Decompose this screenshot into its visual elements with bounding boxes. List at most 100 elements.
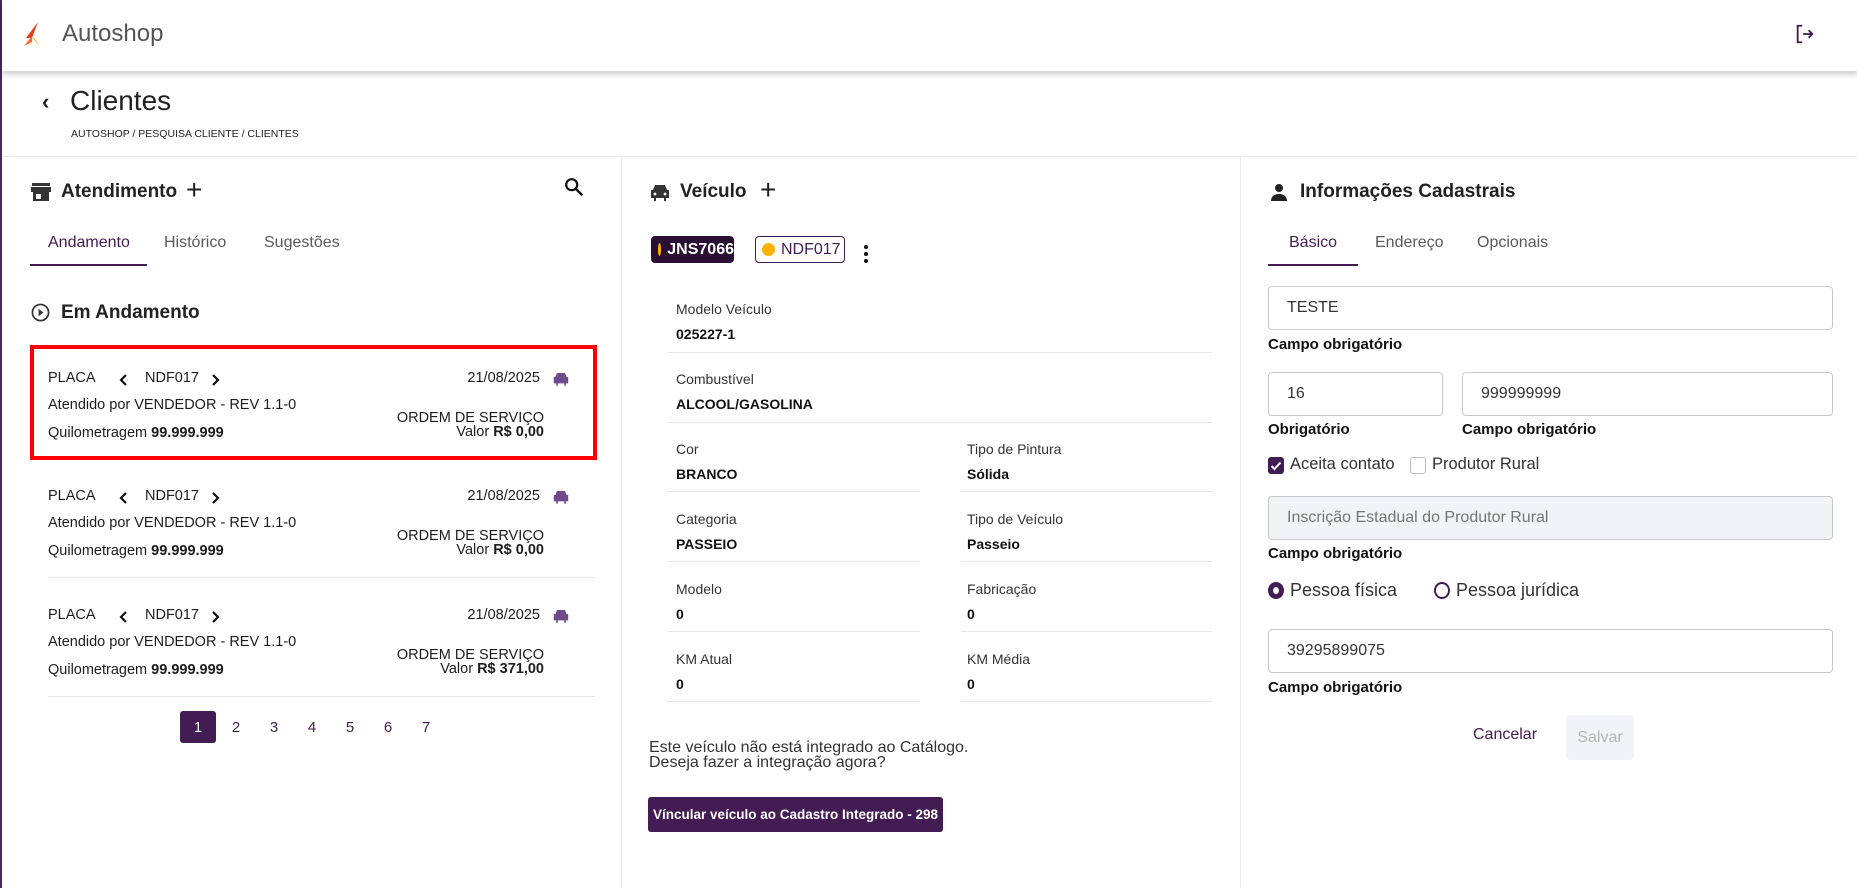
placa-value: NDF017: [145, 488, 199, 504]
km-label: Quilometragem: [48, 425, 148, 441]
km-atual-label: KM Atual: [676, 651, 733, 667]
combustivel-label: Combustível: [676, 371, 754, 387]
attended-by: Atendido por VENDEDOR - REV 1.1-0: [48, 397, 297, 413]
highlight-box: [30, 345, 597, 460]
inscricao-estadual-input[interactable]: [1268, 496, 1833, 540]
page-1[interactable]: 1: [180, 711, 216, 743]
tipo-veiculo-value: Passeio: [967, 536, 1020, 552]
km-atual-value: 0: [676, 676, 684, 692]
combustivel-value: ALCOOL/GASOLINA: [676, 396, 813, 412]
status-dot-icon: [762, 243, 775, 256]
logout-icon[interactable]: [1794, 23, 1816, 45]
valor-value: R$ 0,00: [493, 424, 544, 440]
tab-andamento[interactable]: Andamento: [48, 234, 130, 251]
breadcrumb: AUTOSHOP / PESQUISA CLIENTE / CLIENTES: [71, 128, 299, 140]
card-date: 21/08/2025: [467, 370, 540, 386]
page-3[interactable]: 3: [269, 718, 279, 736]
placa-value: NDF017: [145, 370, 199, 386]
tab-historico[interactable]: Histórico: [164, 234, 227, 251]
modelo-label: Modelo: [676, 581, 722, 597]
car-icon: [553, 610, 569, 623]
os-label: ORDEM DE SERVIÇO: [396, 410, 544, 426]
pessoa-fisica-label: Pessoa física: [1290, 580, 1398, 600]
cor-value: BRANCO: [676, 466, 738, 482]
placa-label: PLACA: [48, 370, 96, 386]
name-hint: Campo obrigatório: [1268, 336, 1403, 353]
ddd-input[interactable]: 16: [1268, 372, 1443, 416]
tipo-pintura-label: Tipo de Pintura: [967, 441, 1062, 457]
phone-input[interactable]: 999999999: [1462, 372, 1833, 416]
tab-sugestoes[interactable]: Sugestões: [264, 234, 340, 251]
chevron-right-icon[interactable]: [210, 610, 220, 629]
more-vert-icon[interactable]: [863, 244, 869, 264]
valor-label: Valor: [456, 424, 490, 440]
placa-label: PLACA: [48, 488, 96, 504]
tipo-pintura-value: Sólida: [967, 466, 1010, 482]
categoria-value: PASSEIO: [676, 536, 738, 552]
store-icon: [31, 183, 51, 201]
info-title: Informações Cadastrais: [1300, 181, 1516, 202]
page-title: Clientes: [70, 85, 172, 116]
cancel-button[interactable]: Cancelar: [1473, 726, 1538, 743]
status-dot-icon: [658, 243, 662, 256]
km-media-label: KM Média: [967, 651, 1031, 667]
page-6[interactable]: 6: [383, 718, 393, 736]
km-media-value: 0: [967, 676, 975, 692]
km-value: 99.999.999: [151, 425, 224, 441]
modelo-veiculo-value: 025227-1: [676, 326, 736, 342]
chevron-right-icon[interactable]: [210, 491, 220, 510]
chevron-left-icon[interactable]: [119, 491, 129, 510]
play-circle-icon: [31, 303, 50, 322]
aceita-contato-checkbox[interactable]: [1268, 457, 1284, 474]
autoshop-logo-icon: [24, 22, 40, 46]
chevron-right-icon[interactable]: [210, 373, 220, 392]
integration-question: Deseja fazer a integração agora?: [649, 754, 886, 771]
page-7[interactable]: 7: [421, 718, 431, 736]
pessoa-fisica-radio[interactable]: [1268, 582, 1284, 599]
placa-value: NDF017: [145, 607, 199, 623]
tab-endereco[interactable]: Endereço: [1375, 234, 1444, 251]
name-input[interactable]: TESTE: [1268, 286, 1833, 330]
attended-by: Atendido por VENDEDOR - REV 1.1-0: [48, 634, 297, 650]
tab-opcionais[interactable]: Opcionais: [1477, 234, 1549, 251]
person-icon: [1271, 184, 1287, 201]
vehicle-chip-jns7066[interactable]: JNS7066: [651, 236, 734, 263]
page-4[interactable]: 4: [307, 718, 317, 736]
top-app-bar: Autoshop: [2, 0, 1857, 71]
add-veiculo-button[interactable]: +: [760, 174, 777, 205]
km-value: 99.999.999: [151, 543, 224, 559]
pessoa-juridica-radio[interactable]: [1434, 582, 1450, 599]
ddd-hint: Obrigatório: [1268, 421, 1350, 438]
back-chevron-icon[interactable]: ‹: [42, 89, 50, 114]
active-tab-indicator: [30, 264, 147, 266]
ie-hint: Campo obrigatório: [1268, 545, 1403, 562]
km-label: Quilometragem: [48, 662, 148, 678]
page-5[interactable]: 5: [345, 718, 355, 736]
categoria-label: Categoria: [676, 511, 737, 527]
active-tab-indicator: [1268, 264, 1358, 266]
chevron-left-icon[interactable]: [119, 373, 129, 392]
produtor-rural-checkbox[interactable]: [1410, 457, 1426, 474]
fabricacao-value: 0: [967, 606, 975, 622]
attended-by: Atendido por VENDEDOR - REV 1.1-0: [48, 515, 297, 531]
save-button[interactable]: Salvar: [1566, 715, 1634, 760]
tab-basico[interactable]: Básico: [1289, 234, 1338, 251]
add-atendimento-button[interactable]: +: [186, 174, 203, 205]
tipo-veiculo-label: Tipo de Veículo: [967, 511, 1063, 527]
chevron-left-icon[interactable]: [119, 610, 129, 629]
pessoa-juridica-label: Pessoa jurídica: [1456, 580, 1580, 600]
car-icon: [553, 491, 569, 504]
phone-hint: Campo obrigatório: [1462, 421, 1597, 438]
valor-label: Valor: [440, 661, 474, 677]
valor-value: R$ 371,00: [477, 661, 544, 677]
aceita-contato-label: Aceita contato: [1290, 455, 1395, 473]
valor-value: R$ 0,00: [493, 542, 544, 558]
vehicle-chip-ndf017[interactable]: NDF017: [755, 236, 845, 263]
cor-label: Cor: [676, 441, 699, 457]
integrate-vehicle-button[interactable]: Víncular veículo ao Cadastro Integrado -…: [648, 797, 943, 832]
produtor-rural-label: Produtor Rural: [1432, 455, 1540, 473]
cpf-input[interactable]: 39295899075: [1268, 629, 1833, 673]
search-icon[interactable]: [563, 176, 585, 198]
page-2[interactable]: 2: [231, 718, 241, 736]
car-icon: [553, 373, 569, 386]
